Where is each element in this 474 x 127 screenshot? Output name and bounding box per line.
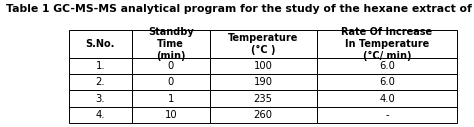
Bar [317,90,457,107]
Bar [132,30,210,58]
Bar [317,58,457,74]
Text: 100: 100 [254,61,273,71]
Text: Standby
Time
(min): Standby Time (min) [148,27,194,61]
Text: 1: 1 [168,94,174,104]
Bar [69,107,132,123]
Text: Table 1 GC-MS-MS analytical program for the study of the hexane extract of: Table 1 GC-MS-MS analytical program for … [6,4,474,14]
Bar [210,30,317,58]
Bar [210,107,317,123]
Text: 0: 0 [168,77,174,87]
Text: 4.0: 4.0 [379,94,395,104]
Bar [132,58,210,74]
Text: 0: 0 [168,61,174,71]
Bar [69,58,132,74]
Bar [210,90,317,107]
Text: 1.: 1. [95,61,105,71]
Bar [132,107,210,123]
Bar [69,30,132,58]
Text: S.No.: S.No. [86,39,115,49]
Text: 190: 190 [254,77,273,87]
Text: Temperature
(°C ): Temperature (°C ) [228,33,298,55]
Text: 6.0: 6.0 [379,77,395,87]
Text: 10: 10 [164,110,177,120]
Text: Rate Of Increase
In Temperature
(°C/ min): Rate Of Increase In Temperature (°C/ min… [341,27,432,61]
Bar [132,90,210,107]
Bar [317,74,457,90]
Bar [69,90,132,107]
Text: -: - [385,110,389,120]
Bar [317,107,457,123]
Text: 4.: 4. [96,110,105,120]
Bar [69,74,132,90]
Bar [132,74,210,90]
Text: 6.0: 6.0 [379,61,395,71]
Text: 2.: 2. [95,77,105,87]
Bar [317,30,457,58]
Bar [210,58,317,74]
Bar [210,74,317,90]
Text: 3.: 3. [96,94,105,104]
Text: 260: 260 [254,110,273,120]
Text: 235: 235 [254,94,273,104]
